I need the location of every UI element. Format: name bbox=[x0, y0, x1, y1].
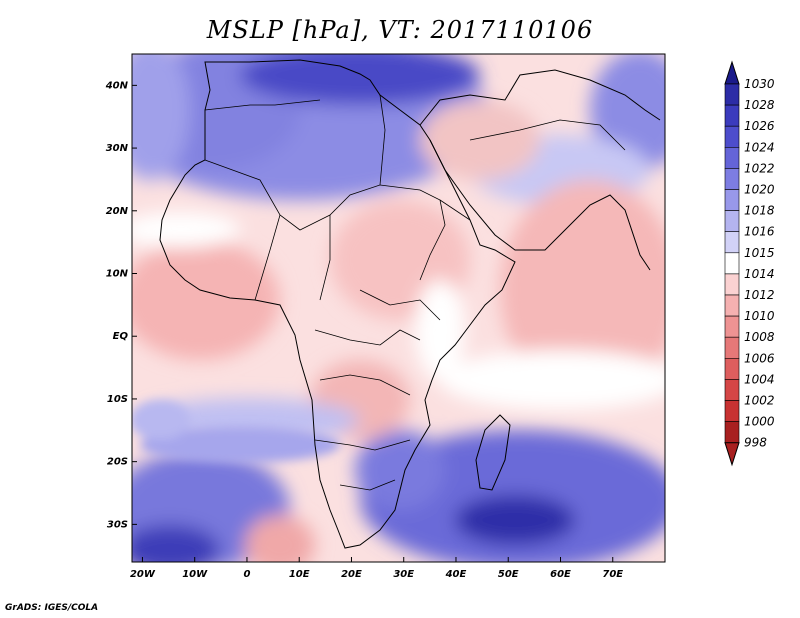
colorbar-bin bbox=[724, 379, 740, 401]
lon-tick-label: 70E bbox=[602, 569, 623, 580]
colorbar-label: 1028 bbox=[744, 98, 775, 112]
lat-tick-label: 30S bbox=[107, 519, 128, 530]
longitude-ticks: 20W 10W 0 10E 20E 30E 40E 50E 60E 70E bbox=[130, 557, 623, 580]
colorbar-label: 1015 bbox=[744, 246, 775, 260]
colorbar-label: 1008 bbox=[744, 330, 775, 344]
colorbar-bin bbox=[724, 400, 740, 422]
madagascar-coast bbox=[475, 414, 511, 491]
colorbar-bin bbox=[724, 125, 740, 148]
colorbar-bin bbox=[724, 315, 740, 338]
colorbar-label: 1018 bbox=[744, 204, 775, 218]
colorbar-bin bbox=[724, 83, 740, 106]
colorbar-bin bbox=[724, 273, 740, 296]
colorbar-label: 1012 bbox=[744, 288, 775, 302]
colorbar-label: 1014 bbox=[744, 267, 775, 281]
colorbar-label: 1002 bbox=[744, 394, 775, 408]
latitude-ticks: 40N 30N 20N 10N EQ 10S 20S 30S bbox=[105, 80, 137, 530]
lon-tick-label: 0 bbox=[243, 569, 250, 580]
lon-tick-label: 60E bbox=[550, 569, 571, 580]
grads-credit: GrADS: IGES/COLA bbox=[5, 603, 99, 613]
lat-tick-label: 40N bbox=[105, 80, 129, 91]
colorbar-bin bbox=[724, 231, 740, 254]
lat-tick-label: 30N bbox=[106, 143, 129, 154]
colorbar-bin bbox=[724, 210, 740, 233]
colorbar-label: 1006 bbox=[744, 351, 775, 365]
lat-tick-label: 10N bbox=[106, 269, 129, 280]
lon-tick-label: 20W bbox=[130, 569, 156, 580]
lon-tick-label: 20E bbox=[341, 569, 362, 580]
lon-tick-label: 10W bbox=[182, 569, 208, 580]
colorbar-label: 1000 bbox=[744, 415, 775, 429]
colorbar-bin bbox=[724, 421, 740, 444]
colorbar-label: 1004 bbox=[744, 372, 775, 386]
high-mediterranean bbox=[240, 54, 480, 105]
low-south-atlantic bbox=[245, 515, 315, 562]
colorbar-bin bbox=[724, 189, 740, 211]
lon-tick-label: 10E bbox=[289, 569, 310, 580]
pressure-field bbox=[132, 54, 665, 562]
colorbar-bin bbox=[724, 336, 740, 359]
colorbar-top-arrow bbox=[724, 60, 740, 85]
colorbar-bin bbox=[724, 357, 740, 380]
colorbar-label: 1016 bbox=[744, 225, 775, 239]
colorbar-label: 1010 bbox=[744, 309, 775, 323]
lat-tick-label: EQ bbox=[113, 331, 129, 342]
colorbar-bottom-arrow bbox=[724, 442, 740, 467]
lon-tick-label: 50E bbox=[498, 569, 519, 580]
colorbar-bin bbox=[724, 147, 740, 169]
colorbar-bin bbox=[724, 168, 740, 190]
lat-tick-label: 20S bbox=[107, 457, 128, 468]
colorbar-bin bbox=[724, 252, 740, 275]
lat-tick-label: 10S bbox=[107, 394, 128, 405]
plot-frame bbox=[131, 53, 666, 563]
lon-tick-label: 40E bbox=[445, 569, 467, 580]
colorbar-label: 1020 bbox=[744, 183, 775, 197]
colorbar-bin bbox=[724, 294, 740, 317]
chart-title: MSLP [hPa], VT: 2017110106 bbox=[206, 16, 594, 44]
colorbar-label: 1022 bbox=[744, 161, 775, 175]
colorbar-label: 1024 bbox=[744, 140, 775, 154]
colorbar-label: 1030 bbox=[744, 77, 775, 91]
colorbar-label: 998 bbox=[744, 436, 767, 450]
colorbar-bin bbox=[724, 104, 740, 127]
colorbar: 1030 1028 1026 1024 1022 1020 1018 1016 1015 1014… bbox=[724, 60, 775, 467]
lon-tick-label: 30E bbox=[393, 569, 414, 580]
coastlines bbox=[159, 59, 661, 549]
lat-tick-label: 20N bbox=[106, 206, 129, 217]
low-indian-ocean bbox=[500, 180, 665, 400]
country-borders bbox=[204, 94, 626, 491]
colorbar-label: 1026 bbox=[744, 119, 775, 133]
